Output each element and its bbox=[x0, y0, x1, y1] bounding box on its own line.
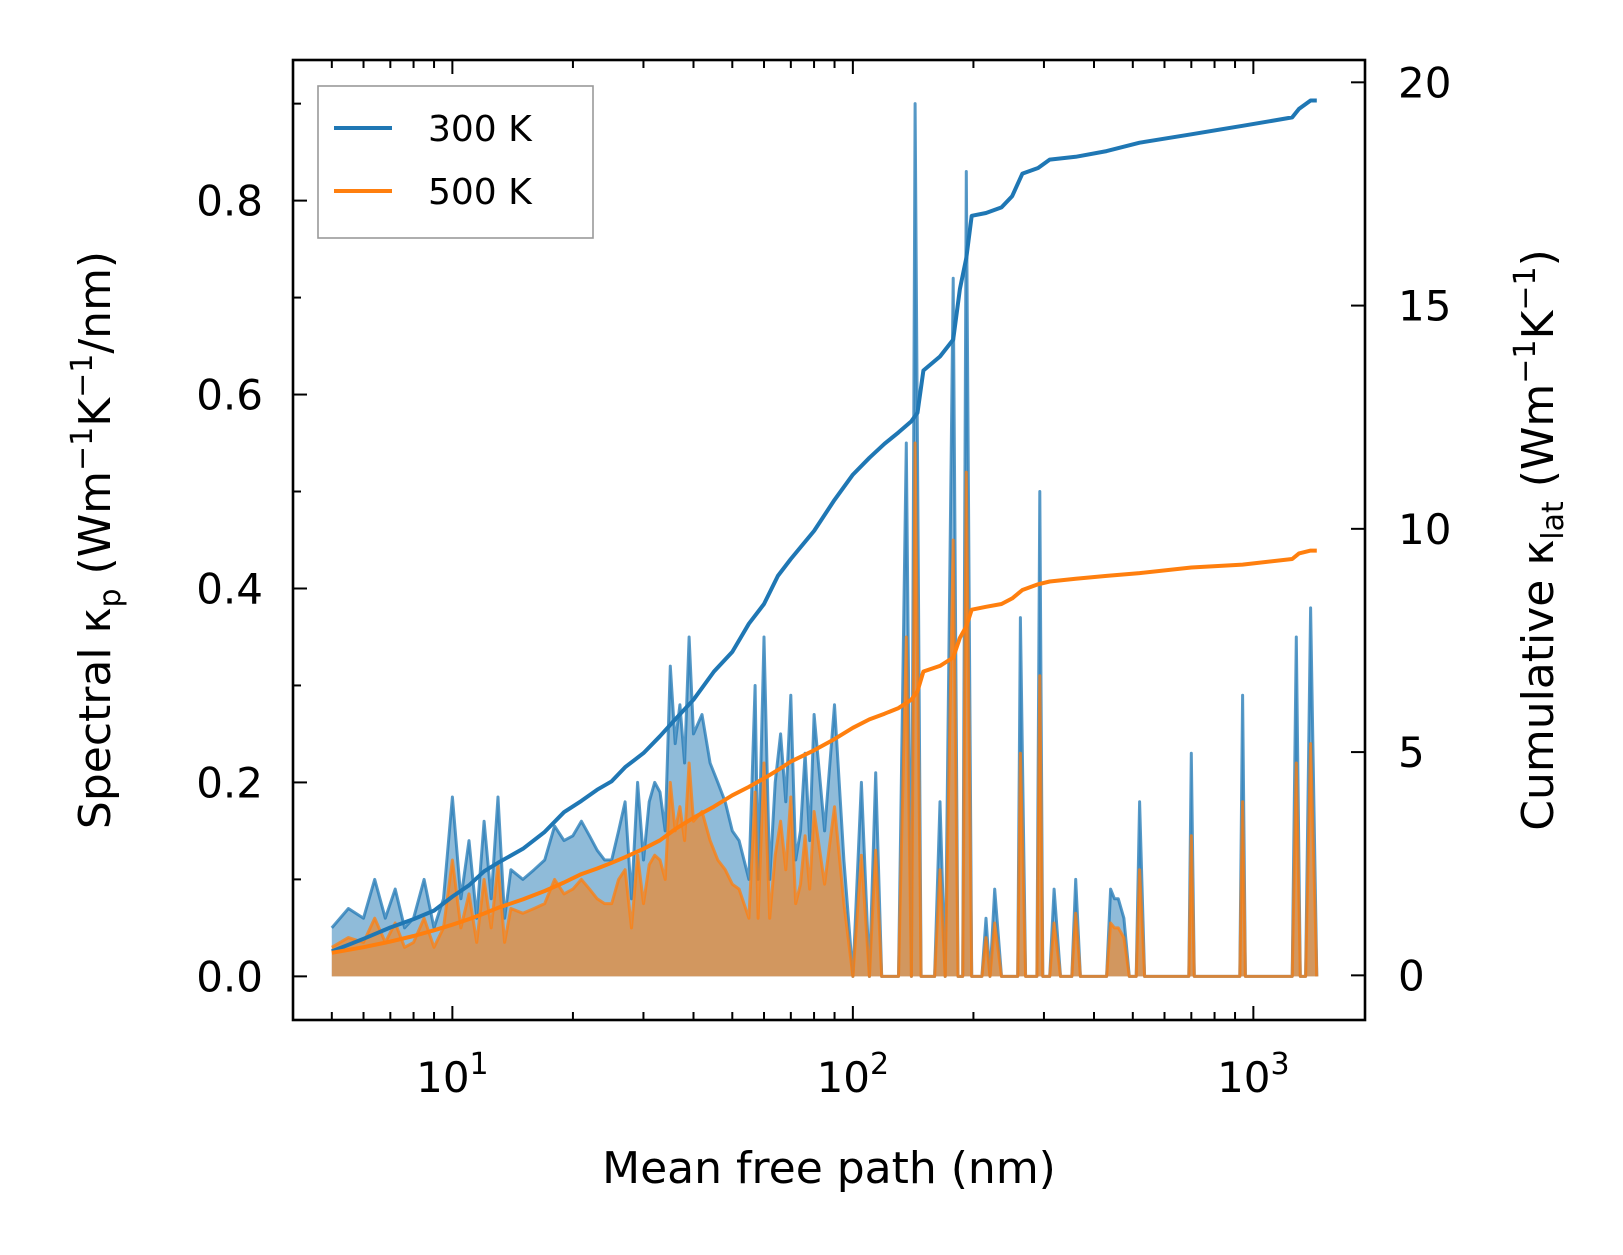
spectral-line-500k bbox=[331, 441, 1319, 978]
legend-label-300k: 300 K bbox=[428, 109, 533, 150]
cumulative-line-300k bbox=[331, 98, 1317, 954]
y-tick-label-right: 10 bbox=[1398, 505, 1451, 554]
y-tick-label-left: 0.8 bbox=[196, 177, 263, 226]
x-axis-label: Mean free path (nm) bbox=[602, 1143, 1056, 1194]
y-tick-label-right: 0 bbox=[1398, 951, 1425, 1000]
x-tick-label: 101 bbox=[416, 1047, 489, 1102]
x-tick-label: 102 bbox=[817, 1047, 890, 1102]
y-tick-label-right: 20 bbox=[1398, 58, 1451, 107]
legend-label-500k: 500 K bbox=[428, 172, 533, 213]
y-tick-label-left: 0.6 bbox=[196, 371, 263, 420]
y-tick-label-left: 0.0 bbox=[196, 952, 263, 1001]
y-axis-label-left: Spectral κp (Wm−1K−1/nm) bbox=[65, 251, 128, 829]
y-tick-label-left: 0.2 bbox=[196, 758, 263, 807]
y-tick-label-left: 0.4 bbox=[196, 564, 263, 613]
y-tick-label-right: 15 bbox=[1398, 282, 1451, 331]
cumulative-line-500k bbox=[331, 548, 1317, 955]
legend-box bbox=[317, 85, 594, 239]
y-axis-label-right: Cumulative κlat (Wm−1K−1) bbox=[1508, 249, 1571, 831]
plot-frame bbox=[291, 58, 1367, 1022]
x-tick-label: 103 bbox=[1217, 1047, 1290, 1102]
y-tick-label-right: 5 bbox=[1398, 728, 1425, 777]
legend: 300 K 500 K bbox=[317, 85, 594, 239]
